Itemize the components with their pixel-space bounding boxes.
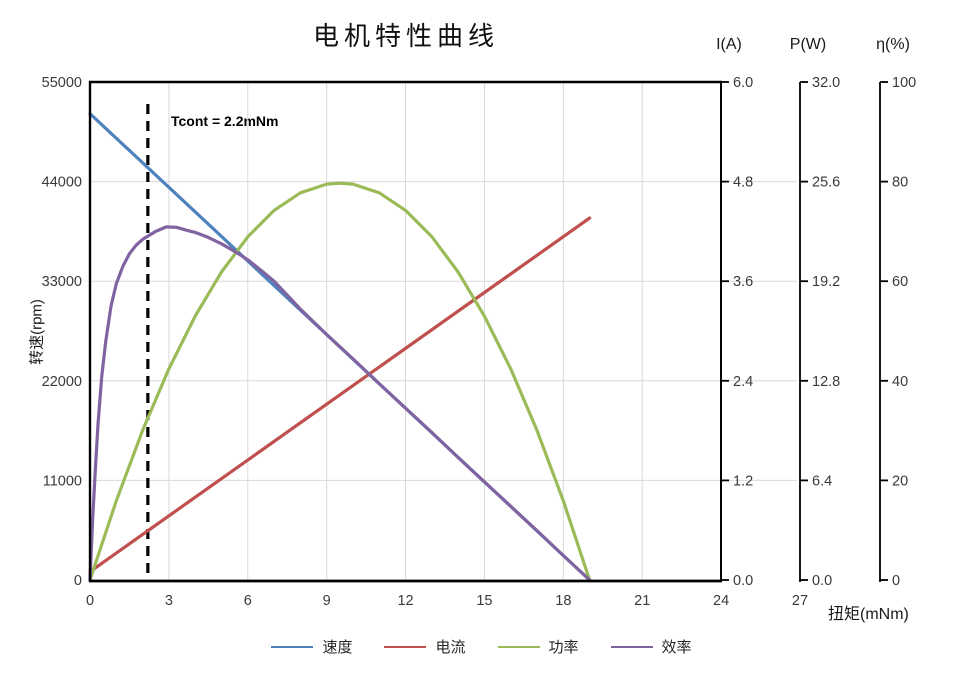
speed-tick-label: 55000 (42, 75, 82, 91)
torque-axis-title: 扭矩(mNm) (828, 606, 909, 623)
power-curve (88, 181, 592, 582)
torque-tick-label: 12 (397, 593, 413, 609)
legend-label-power: 功率 (548, 639, 579, 656)
speed-tick-label: 44000 (42, 175, 82, 191)
current-tick-label: 1.2 (733, 473, 753, 489)
chart-title: 电机特性曲线 (312, 22, 499, 51)
current-tick-label: 2.4 (733, 374, 753, 390)
power-tick-label: 12.8 (812, 374, 840, 390)
legend-label-speed: 速度 (322, 639, 353, 656)
efficiency-tick-label: 0 (892, 573, 900, 589)
legend-item-current: 电流 (384, 636, 466, 657)
power-tick-label: 25.6 (812, 175, 840, 191)
speed-tick-label: 11000 (43, 473, 82, 489)
legend-label-current: 电流 (435, 639, 466, 656)
power-line-swatch (497, 645, 540, 648)
efficiency-line-swatch (610, 645, 653, 648)
tcont-annotation: Tcont = 2.2mNm (171, 113, 279, 129)
efficiency-tick-label: 80 (892, 175, 908, 191)
current-tick-label: 3.6 (733, 274, 753, 290)
current-axis-header: I(A) (716, 36, 742, 53)
speed-tick-label: 22000 (42, 374, 82, 390)
current-line-swatch (384, 645, 427, 648)
power-tick-label: 32.0 (812, 75, 840, 91)
legend-label-efficiency: 效率 (661, 639, 692, 656)
legend-item-speed: 速度 (271, 636, 352, 657)
efficiency-tick-label: 20 (892, 473, 908, 489)
torque-tick-label: 27 (792, 593, 808, 609)
torque-tick-label: 6 (244, 593, 252, 609)
torque-tick-label: 9 (323, 593, 331, 609)
current-tick-label: 0.0 (733, 573, 753, 589)
current-tick-label: 4.8 (733, 175, 753, 191)
torque-tick-label: 24 (713, 593, 729, 609)
efficiency-tick-label: 60 (892, 274, 908, 290)
efficiency-axis-header: η(%) (876, 36, 910, 53)
speed-tick-label: 33000 (42, 274, 82, 290)
torque-tick-label: 18 (555, 593, 571, 609)
efficiency-curve (88, 225, 592, 582)
torque-tick-label: 21 (634, 593, 650, 609)
power-tick-label: 19.2 (812, 274, 840, 290)
current-tick-label: 6.0 (733, 75, 753, 91)
power-tick-label: 6.4 (812, 473, 832, 489)
legend-item-efficiency: 效率 (610, 636, 692, 657)
torque-tick-label: 15 (476, 593, 492, 609)
torque-tick-label: 3 (165, 593, 173, 609)
legend-item-power: 功率 (497, 636, 579, 657)
speed-tick-label: 0 (74, 573, 82, 589)
current-curve (88, 216, 592, 574)
torque-tick-label: 0 (86, 593, 94, 609)
efficiency-tick-label: 100 (892, 75, 916, 91)
speed-line-swatch (271, 645, 314, 648)
power-axis-header: P(W) (789, 36, 827, 53)
efficiency-tick-label: 40 (892, 374, 908, 390)
power-tick-label: 0.0 (812, 573, 832, 589)
legend: 速度 电流 功率 效率 (0, 636, 963, 657)
